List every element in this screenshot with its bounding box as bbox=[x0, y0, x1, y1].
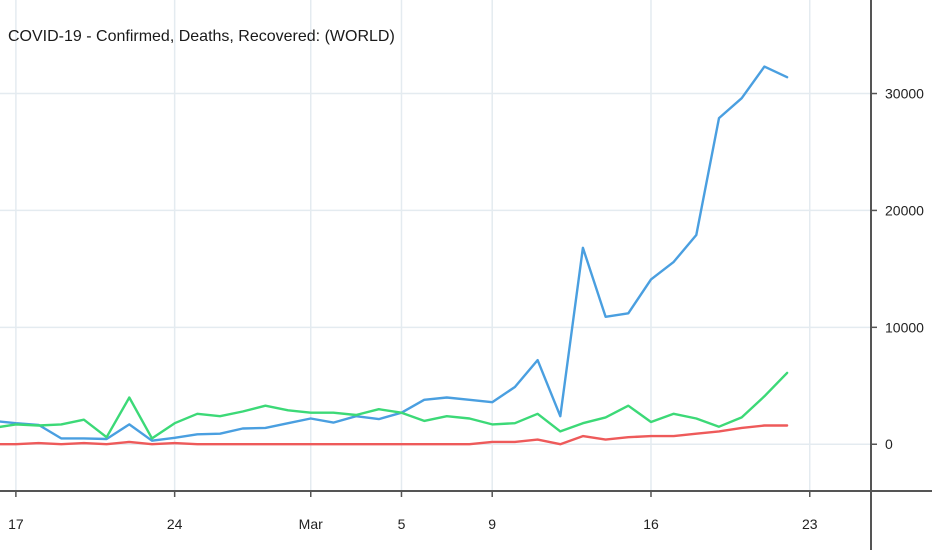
y-tick-label: 0 bbox=[885, 436, 893, 452]
x-tick-label: 16 bbox=[643, 516, 659, 532]
series-line-1 bbox=[0, 371, 789, 440]
x-tick-label: Mar bbox=[299, 516, 323, 532]
y-tick-label: 20000 bbox=[885, 202, 924, 218]
x-tick-label: 23 bbox=[802, 516, 818, 532]
y-tick-label: 10000 bbox=[885, 319, 924, 335]
x-tick-label: 24 bbox=[167, 516, 183, 532]
y-tick-label: 30000 bbox=[885, 86, 924, 102]
tick-layer: 0 10000 20000 30000 17 24 Mar 5 9 16 23 bbox=[8, 86, 924, 532]
x-tick-label: 9 bbox=[488, 516, 496, 532]
x-tick-label: 5 bbox=[398, 516, 406, 532]
chart-title: COVID-19 - Confirmed, Deaths, Recovered:… bbox=[8, 28, 395, 45]
x-tick-label: 17 bbox=[8, 516, 24, 532]
series-line-0 bbox=[0, 65, 789, 442]
grid-layer bbox=[0, 0, 871, 491]
series-line-2 bbox=[0, 424, 789, 446]
series-layer bbox=[0, 65, 789, 446]
